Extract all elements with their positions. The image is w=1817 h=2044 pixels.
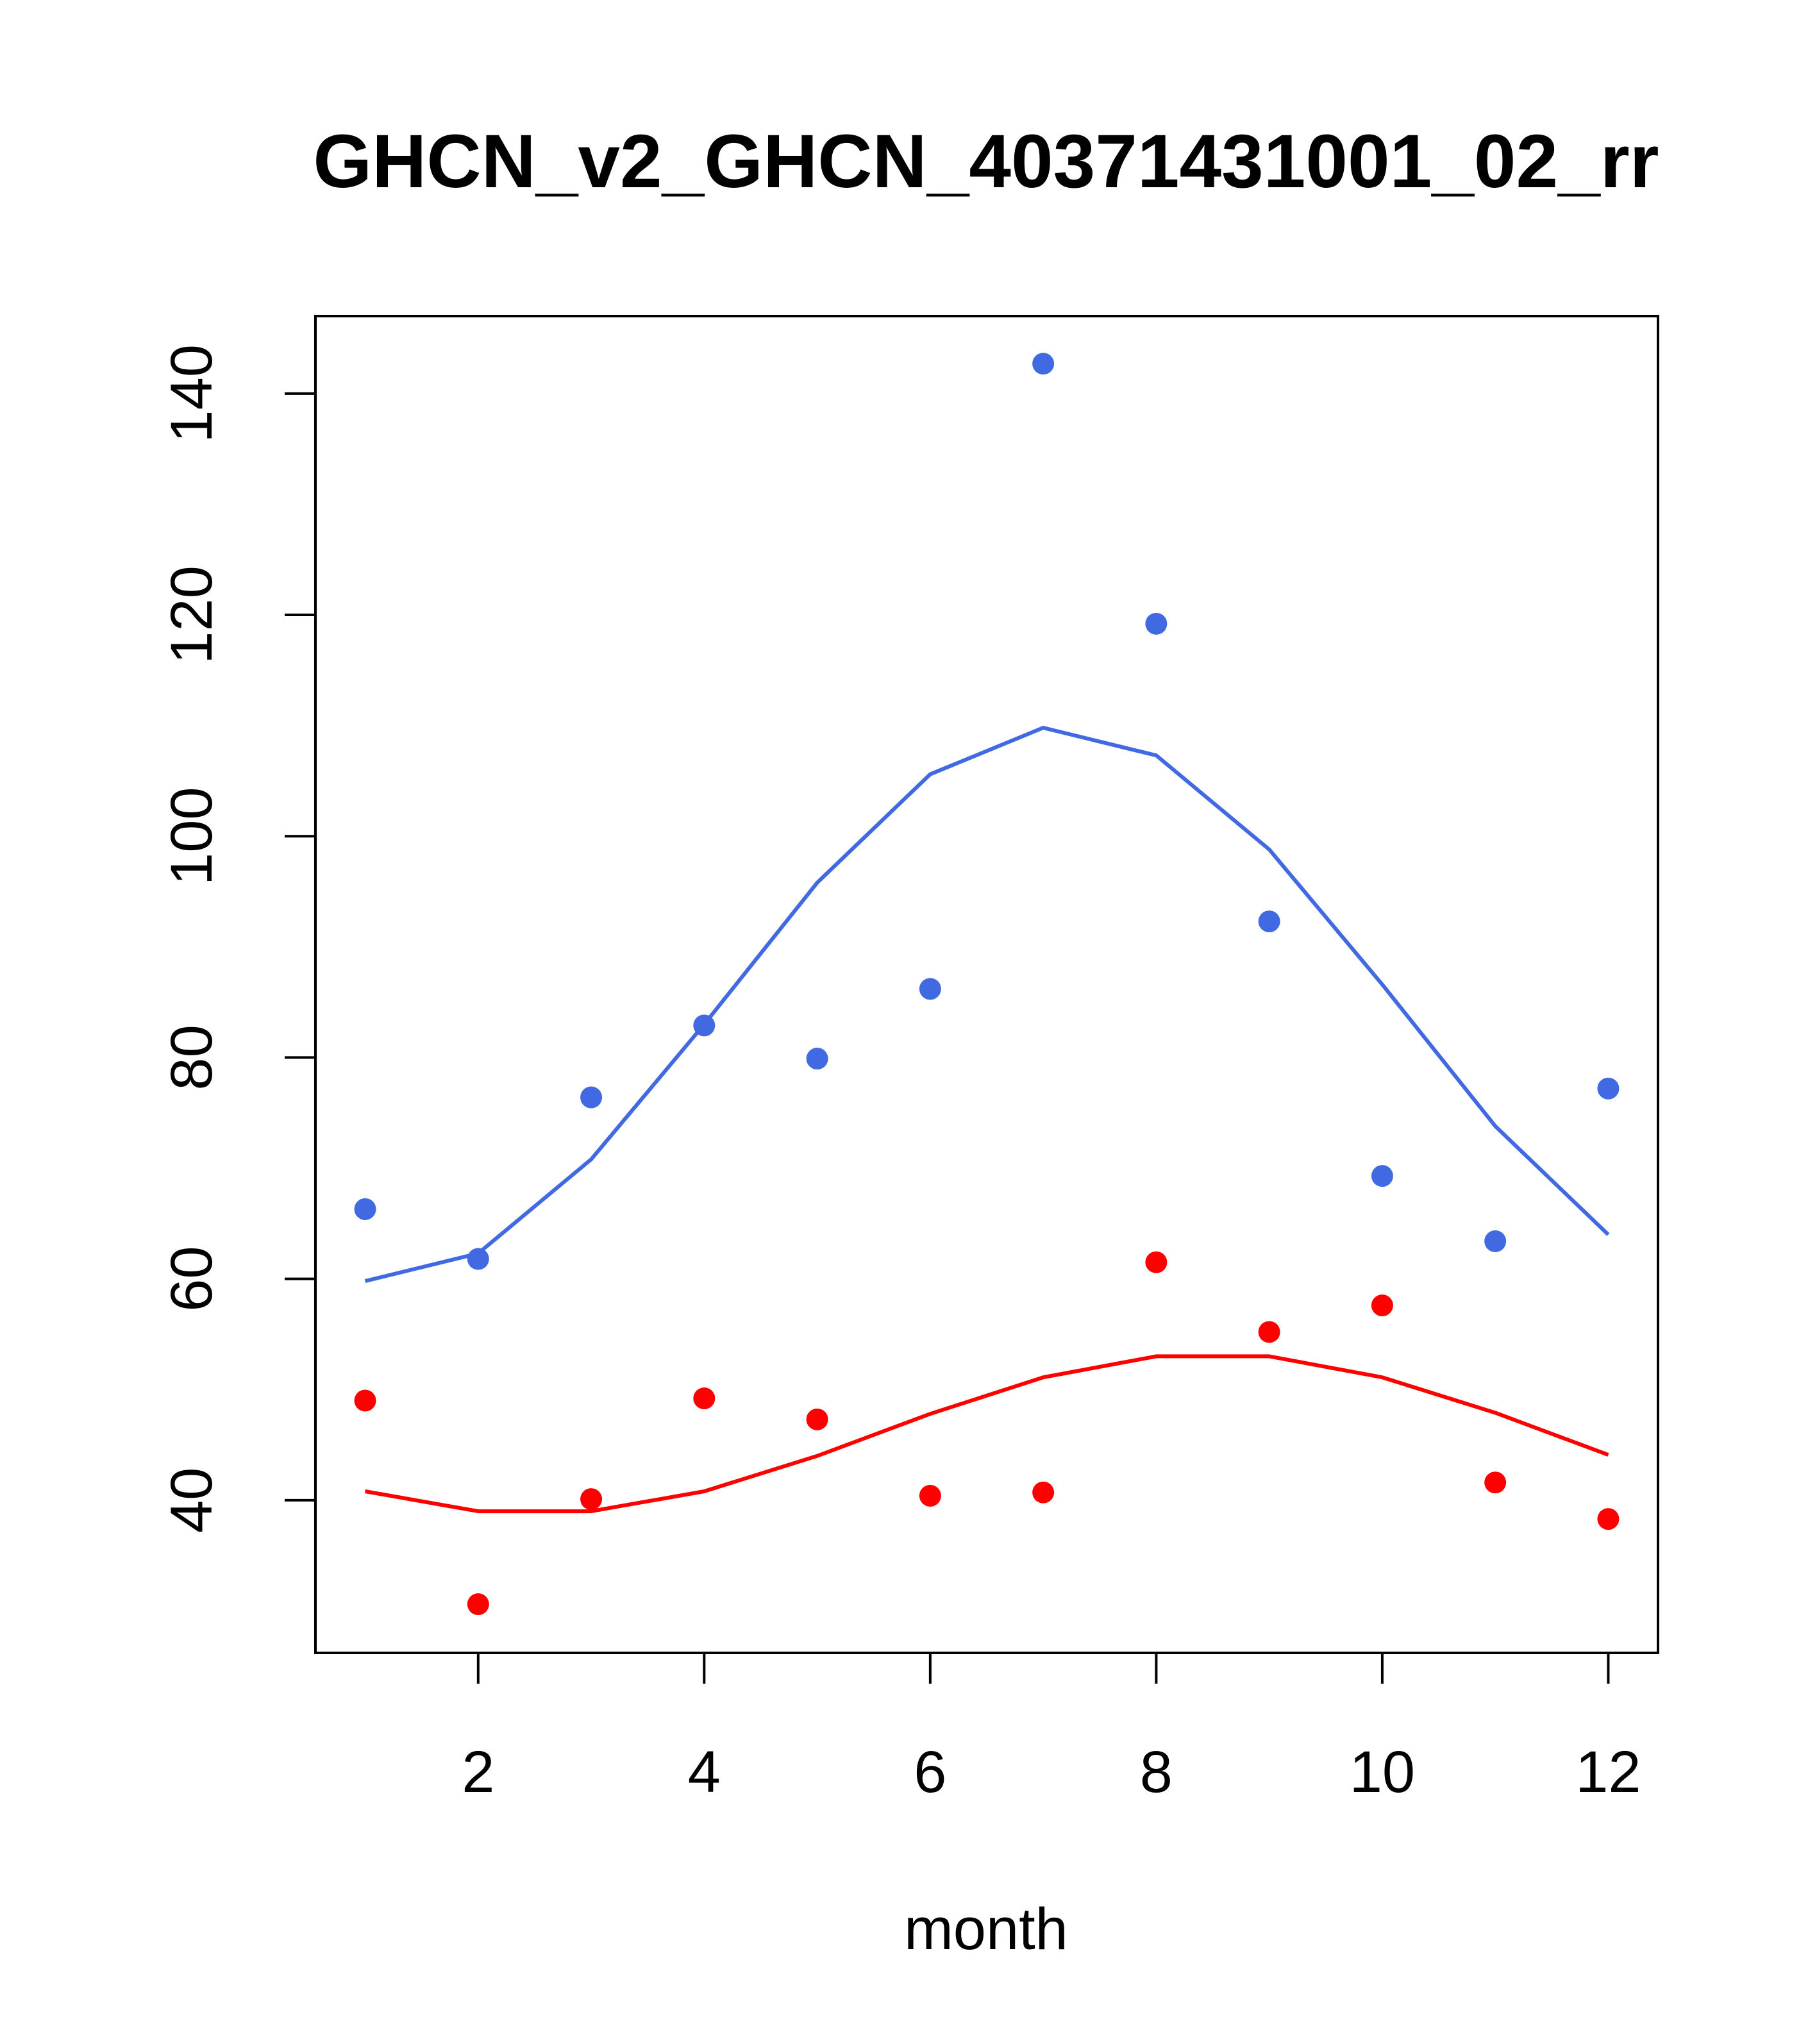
data-point [1597,1508,1620,1530]
x-tick-label: 4 [688,1739,721,1805]
x-tick-label: 6 [914,1739,946,1805]
y-tick-label: 80 [159,1025,224,1090]
data-point [1032,353,1055,375]
x-axis-title: month [904,1897,1068,1962]
series-line [364,726,1610,1283]
data-point [1145,612,1168,635]
y-tick-label: 40 [159,1468,224,1533]
data-point [1484,1230,1507,1252]
y-tick-label: 120 [159,565,224,664]
plot-frame [314,315,1659,1654]
data-point [1371,1294,1393,1317]
data-point [693,1387,716,1410]
y-axis: 40 60 80 100 120 140 [159,344,317,1533]
y-tick-label: 100 [159,787,224,885]
x-tick-label: 8 [1140,1739,1173,1805]
data-point [1258,1321,1280,1343]
x-tick-label: 10 [1350,1739,1415,1805]
series-layer [354,353,1620,1616]
data-point [1484,1471,1507,1494]
data-point [806,1048,828,1070]
data-point [919,1484,941,1507]
y-tick-label: 60 [159,1246,224,1311]
data-point [1032,1481,1055,1504]
data-point [467,1593,489,1616]
x-tick-label: 2 [462,1739,494,1805]
data-point [580,1488,603,1511]
data-point [1258,910,1280,933]
series-line [365,1354,1609,1514]
data-point [580,1086,603,1109]
data-point [354,1198,376,1220]
data-point [806,1408,828,1430]
data-point [354,1389,376,1412]
data-point [1371,1165,1393,1187]
y-tick-label: 140 [159,344,224,443]
x-tick-label: 12 [1575,1739,1641,1805]
data-point [1145,1251,1168,1273]
data-point [919,978,941,1000]
chart-title: GHCN_v2_GHCN_40371431001_02_rr [313,119,1659,204]
x-axis: 2 4 6 8 10 12 [462,1652,1641,1805]
data-point [1597,1077,1620,1100]
